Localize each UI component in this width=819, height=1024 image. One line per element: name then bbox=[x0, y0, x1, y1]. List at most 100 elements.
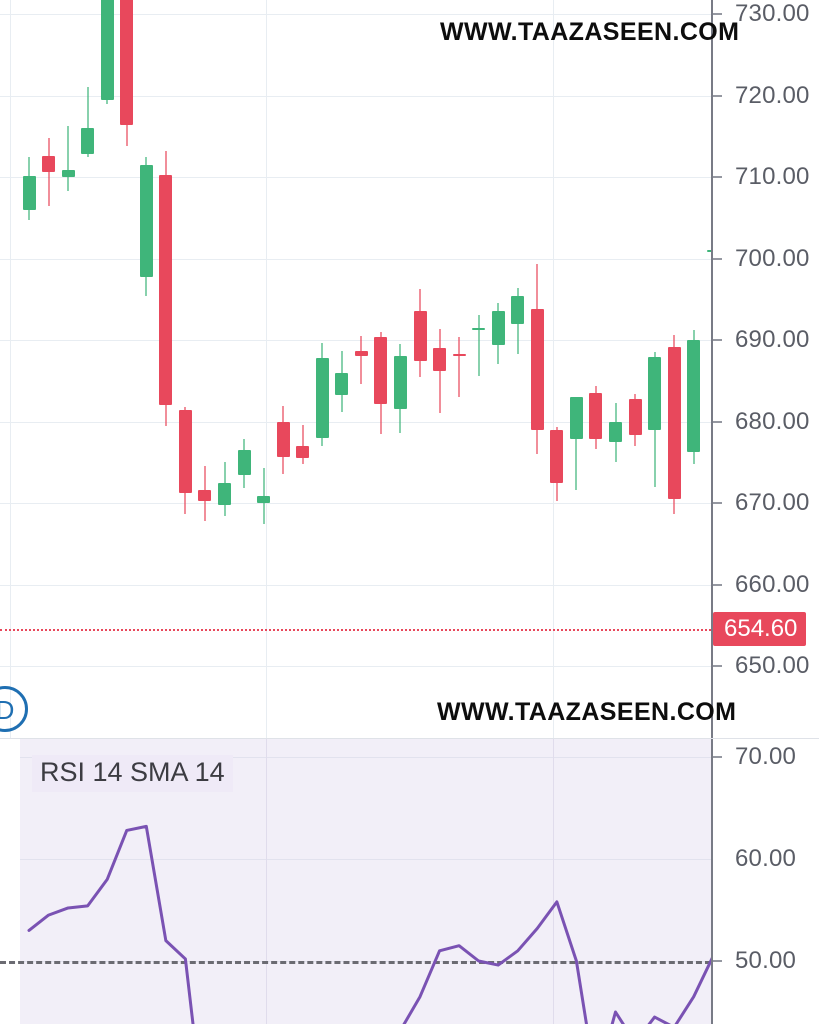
candle-wick bbox=[360, 335, 363, 384]
candlestick[interactable] bbox=[178, 0, 192, 738]
watermark-top: WWW.TAAZASEEN.COM bbox=[440, 18, 740, 46]
candle-body bbox=[511, 295, 525, 324]
candle-body bbox=[433, 348, 447, 371]
candlestick[interactable] bbox=[296, 0, 310, 738]
candlestick[interactable] bbox=[452, 0, 466, 738]
candlestick[interactable] bbox=[511, 0, 525, 738]
candle-body bbox=[569, 397, 583, 439]
candlestick[interactable] bbox=[22, 0, 36, 738]
pane-separator[interactable] bbox=[0, 738, 819, 739]
candlestick[interactable] bbox=[218, 0, 231, 738]
price-vertical-gridline bbox=[266, 0, 267, 738]
candlestick[interactable] bbox=[433, 0, 447, 738]
rsi-axis-line bbox=[711, 739, 713, 1024]
price-tick-mark bbox=[713, 583, 722, 586]
price-gridline bbox=[0, 421, 711, 423]
candlestick[interactable] bbox=[61, 0, 75, 738]
candle-body bbox=[648, 357, 662, 431]
price-gridline bbox=[0, 95, 711, 97]
current-price-badge[interactable]: 654.60 bbox=[713, 611, 807, 646]
candle-body bbox=[589, 392, 603, 440]
rsi-midline-50 bbox=[0, 961, 711, 964]
candlestick[interactable] bbox=[609, 0, 622, 738]
price-vertical-gridline bbox=[553, 0, 554, 738]
price-tick-label: 730.00 bbox=[735, 0, 810, 27]
price-tick-mark bbox=[713, 665, 722, 667]
candle-body bbox=[22, 176, 36, 210]
candlestick[interactable] bbox=[81, 0, 95, 738]
price-tick-label: 720.00 bbox=[735, 81, 810, 109]
candle-body bbox=[491, 311, 505, 345]
price-tick-mark bbox=[713, 502, 722, 504]
candle-body bbox=[198, 489, 212, 502]
price-vertical-gridline bbox=[10, 0, 11, 738]
price-tick-label: 690.00 bbox=[735, 326, 810, 353]
candlestick[interactable] bbox=[667, 0, 681, 738]
candlestick[interactable] bbox=[687, 0, 701, 738]
candle-wick bbox=[86, 87, 89, 157]
price-tick-label: 660.00 bbox=[735, 570, 810, 598]
watermark-bottom: WWW.TAAZASEEN.COM bbox=[437, 698, 737, 726]
candlestick[interactable] bbox=[589, 0, 603, 738]
rsi-gridline bbox=[20, 859, 711, 860]
candle-body bbox=[61, 170, 75, 177]
candle-body bbox=[315, 357, 329, 438]
price-gridline bbox=[0, 177, 711, 178]
candlestick[interactable] bbox=[393, 0, 407, 738]
rsi-series-line bbox=[27, 824, 711, 1024]
price-chart-panel[interactable]: 730.00 720.00 710.00 700.00 690.00 680.00 670.… bbox=[0, 0, 819, 738]
candle-body bbox=[218, 483, 231, 505]
rsi-tick-label: 70.00 bbox=[735, 743, 797, 770]
rsi-axis[interactable]: 70.00 60.00 50.00 bbox=[711, 739, 819, 1024]
rsi-legend-label[interactable]: RSI 14 SMA 14 bbox=[32, 755, 233, 792]
candlestick[interactable] bbox=[491, 0, 505, 738]
candle-wick bbox=[262, 467, 265, 525]
candlestick[interactable] bbox=[472, 0, 486, 738]
price-tick-mark bbox=[713, 176, 722, 178]
candle-body bbox=[159, 174, 173, 406]
candle-body bbox=[120, 0, 134, 125]
candle-body bbox=[335, 372, 349, 395]
rsi-tick-mark bbox=[713, 756, 722, 758]
candlestick[interactable] bbox=[354, 0, 368, 738]
price-tick-mark bbox=[713, 94, 722, 97]
price-plot-area[interactable] bbox=[0, 0, 711, 738]
rsi-tick-mark bbox=[713, 960, 722, 962]
price-tick-mark bbox=[713, 257, 722, 260]
candle-body bbox=[550, 429, 564, 484]
candle-body bbox=[237, 450, 251, 476]
candlestick[interactable] bbox=[530, 0, 544, 738]
rsi-vertical-gridline bbox=[266, 739, 267, 1024]
candlestick[interactable] bbox=[139, 0, 153, 738]
candlestick[interactable] bbox=[569, 0, 583, 738]
candlestick[interactable] bbox=[276, 0, 290, 738]
candlestick[interactable] bbox=[374, 0, 388, 738]
candlestick[interactable] bbox=[413, 0, 427, 738]
candlestick[interactable] bbox=[100, 0, 114, 738]
rsi-tick-label: 50.00 bbox=[735, 947, 797, 974]
candlestick[interactable] bbox=[198, 0, 212, 738]
candle-body bbox=[413, 310, 427, 362]
price-tick-mark bbox=[713, 420, 722, 423]
candlestick[interactable] bbox=[648, 0, 662, 738]
candlestick[interactable] bbox=[257, 0, 271, 738]
candlestick[interactable] bbox=[335, 0, 349, 738]
candlestick[interactable] bbox=[159, 0, 173, 738]
rsi-line-chart bbox=[27, 824, 711, 1024]
rsi-vertical-gridline bbox=[553, 739, 554, 1024]
price-tick-label: 680.00 bbox=[735, 407, 810, 435]
price-tick-mark bbox=[713, 339, 722, 341]
candlestick[interactable] bbox=[315, 0, 329, 738]
rsi-gridline bbox=[20, 757, 711, 758]
price-gridline bbox=[0, 340, 711, 341]
candlestick[interactable] bbox=[120, 0, 134, 738]
candlestick[interactable] bbox=[42, 0, 56, 738]
candlestick[interactable] bbox=[237, 0, 251, 738]
candle-body bbox=[257, 496, 271, 503]
price-tick-label: 670.00 bbox=[735, 489, 810, 516]
candlestick[interactable] bbox=[550, 0, 564, 738]
candle-wick bbox=[458, 336, 461, 398]
candlestick[interactable] bbox=[706, 0, 711, 738]
candlestick[interactable] bbox=[628, 0, 642, 738]
price-gridline bbox=[0, 666, 711, 667]
